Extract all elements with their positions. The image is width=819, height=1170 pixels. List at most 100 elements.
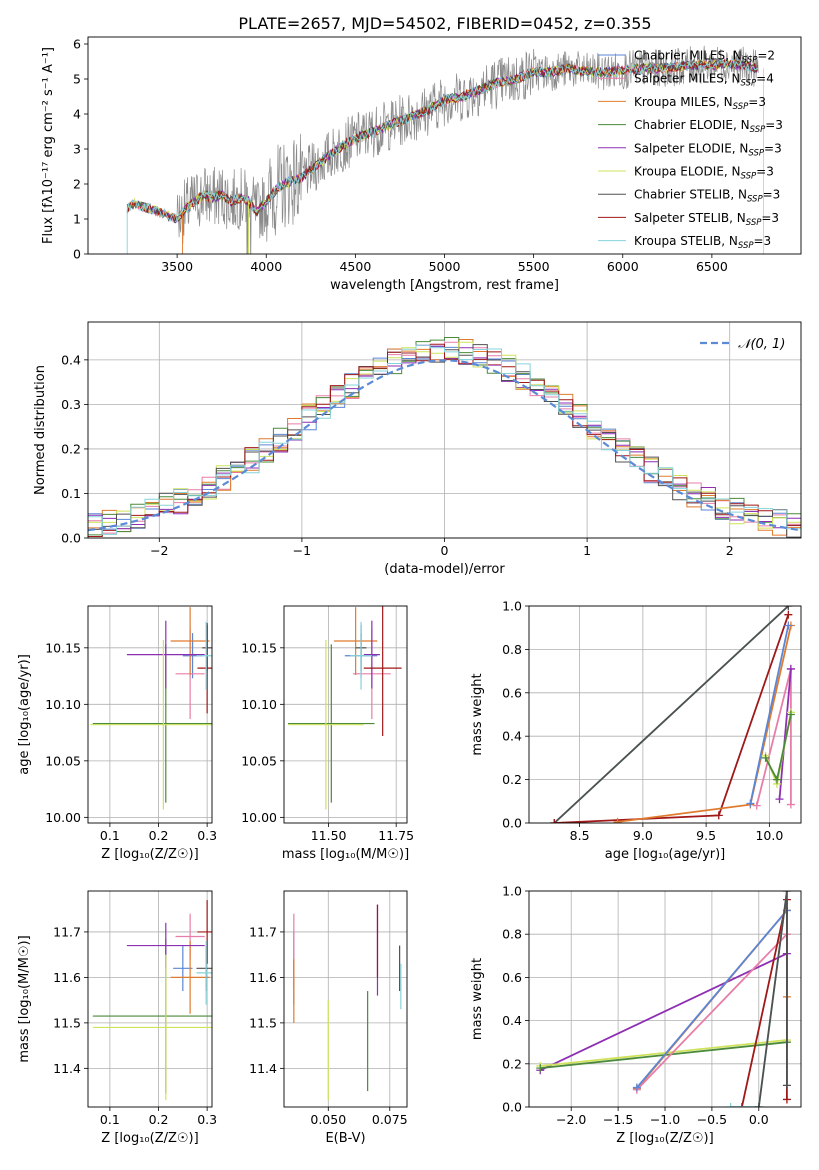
x-tick-label: 0.1 xyxy=(100,1112,120,1127)
legend-text: Salpeter STELIB, N xyxy=(634,211,746,225)
axes-frame xyxy=(528,605,802,824)
x-tick-label: −0.5 xyxy=(697,1112,727,1127)
y-tick-label: 0.4 xyxy=(61,352,81,367)
y-tick-label: 1 xyxy=(73,212,81,227)
plot-area xyxy=(92,900,212,1101)
errorbar-kroupa-miles xyxy=(334,607,378,675)
axes-frame xyxy=(87,36,802,255)
y-axis-label: Normed distribution xyxy=(33,365,48,495)
y-tick-label: 10.10 xyxy=(45,697,81,712)
series-point xyxy=(786,664,795,673)
spectrum-model-salpeter-stelib xyxy=(126,59,758,222)
axes-mass-vs-EBV: 0.050 0.075 11.4 11.5 11.6 11.7 E(B-V) xyxy=(249,890,408,1146)
x-axis-label: mass [log₁₀(M/M☉)] xyxy=(282,847,409,862)
y-axis-label: age [log₁₀(age/yr)] xyxy=(17,654,32,775)
x-tick-label: −1 xyxy=(293,543,311,558)
legend-sub: SSP xyxy=(748,148,764,158)
x-tick-label: 0.3 xyxy=(197,1112,217,1127)
series-point xyxy=(782,891,791,895)
y-tick-label: 3 xyxy=(73,142,81,157)
errorbar-kroupa-miles xyxy=(170,607,210,675)
series-point xyxy=(786,710,795,719)
x-tick-label: 4500 xyxy=(339,259,371,274)
plot-area xyxy=(88,337,801,538)
histogram-chabrier-elodie xyxy=(88,337,801,536)
plot-area xyxy=(536,891,791,1107)
series-line xyxy=(757,891,788,1107)
errorbar-kroupa-stelib xyxy=(350,621,372,690)
y-tick-label: 1.0 xyxy=(502,884,522,899)
x-tick-label: 6500 xyxy=(696,259,728,274)
y-tick-label: 1.0 xyxy=(502,599,522,614)
errorbar-salpeter-stelib xyxy=(197,900,212,964)
series-point xyxy=(786,800,795,809)
errorbar-kroupa-stelib xyxy=(196,621,212,690)
axes-residuals: −2 −1 0 1 2 0.0 0.1 0.2 0.3 0.4 (data-model)/error… xyxy=(33,321,802,577)
axes-frame xyxy=(528,890,802,1108)
x-tick-label: 11.50 xyxy=(311,828,347,843)
x-tick-label: 5000 xyxy=(429,259,461,274)
legend-entry-salpeter-stelib: Salpeter STELIB, NSSP=3 xyxy=(634,211,779,228)
legend-sub: SSP xyxy=(738,241,754,251)
legend-gaussian-label: 𝒩(0, 1) xyxy=(738,337,785,352)
series-salpeter-elodie xyxy=(775,664,795,804)
axes-spectrum: 3500 4000 4500 5000 5500 6000 6500 0 1 2 3 4 5 6 wavel… xyxy=(41,36,802,293)
errorbar-kroupa-elodie xyxy=(288,639,364,810)
axes-frame xyxy=(283,890,408,1108)
y-tick-label: 11.6 xyxy=(249,970,277,985)
y-tick-label: 10.15 xyxy=(241,640,277,655)
x-tick-label: 0.2 xyxy=(149,1112,169,1127)
series-point xyxy=(632,1083,641,1092)
x-tick-label: 3500 xyxy=(161,259,193,274)
y-tick-label: 0.2 xyxy=(61,441,81,456)
series-point xyxy=(784,610,793,619)
legend-sub: SSP xyxy=(747,195,763,205)
ticks: 0.1 0.2 0.3 10.00 10.05 10.10 10.15 xyxy=(45,640,217,843)
y-tick-label: 0 xyxy=(73,247,81,262)
x-axis-label: age [log₁₀(age/yr)] xyxy=(605,847,726,862)
series-point xyxy=(726,1103,735,1107)
errorbar-salpeter-stelib xyxy=(363,606,402,736)
y-tick-label: 11.4 xyxy=(249,1061,277,1076)
y-tick-label: 11.5 xyxy=(249,1015,277,1030)
y-tick-label: 6 xyxy=(73,37,81,52)
errorbar-chabrier-miles xyxy=(173,945,193,992)
series-point xyxy=(782,1081,791,1090)
histogram-kroupa-stelib xyxy=(88,344,801,535)
x-axis-label: Z [log₁₀(Z/Z☉)] xyxy=(101,1131,198,1146)
x-tick-label: −2.0 xyxy=(556,1112,586,1127)
y-tick-label: 0.3 xyxy=(61,397,81,412)
axes-frame xyxy=(87,890,213,1108)
y-tick-label: 2 xyxy=(73,177,81,192)
x-tick-label: 0 xyxy=(441,543,449,558)
y-tick-label: 11.7 xyxy=(249,924,277,939)
grid xyxy=(284,606,407,823)
series-point xyxy=(775,795,784,804)
plot-area xyxy=(126,45,765,254)
x-axis-label: wavelength [Angstrom, rest frame] xyxy=(330,278,559,293)
legend-tail: =3 xyxy=(761,211,779,225)
y-tick-label: 10.05 xyxy=(45,753,81,768)
y-tick-label: 0.6 xyxy=(502,970,522,985)
series-point xyxy=(714,811,723,820)
legend-entry-salpeter-miles: Salpeter MILES, NSSP=4 xyxy=(634,72,774,89)
x-tick-label: 0.3 xyxy=(197,828,217,843)
ticks: 8.5 9.0 9.5 10.0 0.0 0.2 0.4 0.6 0.8 1.0 xyxy=(502,599,783,844)
x-axis-label: Z [log₁₀(Z/Z☉)] xyxy=(101,847,198,862)
y-tick-label: 0.8 xyxy=(502,642,522,657)
y-axis-label: mass weight xyxy=(470,673,485,755)
axes-massweight-vs-Z: −2.0 −1.5 −1.0 −0.5 0.0 0.0 0.2 0.4 0.6 0.8 1.0 Z [… xyxy=(470,884,802,1146)
y-tick-label: 11.7 xyxy=(53,924,81,939)
axes-mass-vs-Z: 0.1 0.2 0.3 11.4 11.5 11.6 11.7 Z [log₁₀(Z/Z☉)]… xyxy=(17,890,217,1146)
ticks: 0.050 0.075 11.4 11.5 11.6 11.7 xyxy=(249,924,408,1127)
errorbar-kroupa-stelib xyxy=(196,941,212,1005)
legend-tail: =3 xyxy=(754,234,772,248)
y-tick-label: 0.6 xyxy=(502,685,522,700)
ticks: 3500 4000 4500 5000 5500 6000 6500 0 1 2 3 4 5 6 xyxy=(73,37,728,275)
x-tick-label: 1 xyxy=(583,543,591,558)
legend-entry-kroupa-miles: Kroupa MILES, NSSP=3 xyxy=(634,95,766,112)
series-point xyxy=(737,1103,746,1107)
errorbar-kroupa-elodie xyxy=(92,954,212,1101)
x-tick-label: 0.050 xyxy=(310,1112,346,1127)
